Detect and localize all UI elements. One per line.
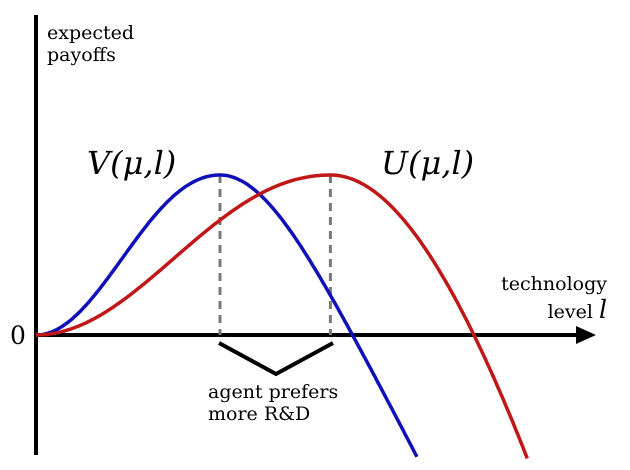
v-curve [36, 173, 419, 458]
annotation-line2: more R&D [208, 403, 310, 425]
x-axis-label-variable: l [599, 295, 607, 324]
y-axis-label-line2: payoffs [47, 44, 116, 66]
v-series-label: V(μ,l) [87, 144, 176, 182]
x-axis-label-line1: technology [501, 273, 607, 295]
annotation-brace [218, 341, 334, 377]
x-axis-label-level: level [548, 301, 593, 323]
y-axis-label-line1: expected [47, 22, 134, 44]
x-axis-arrowhead [576, 326, 596, 344]
u-series-label: U(μ,l) [381, 144, 474, 182]
origin-label: 0 [10, 321, 26, 350]
u-curve [36, 173, 529, 460]
annotation-line1: agent prefers [208, 381, 338, 403]
x-axis-label-line2: level l [548, 295, 607, 324]
